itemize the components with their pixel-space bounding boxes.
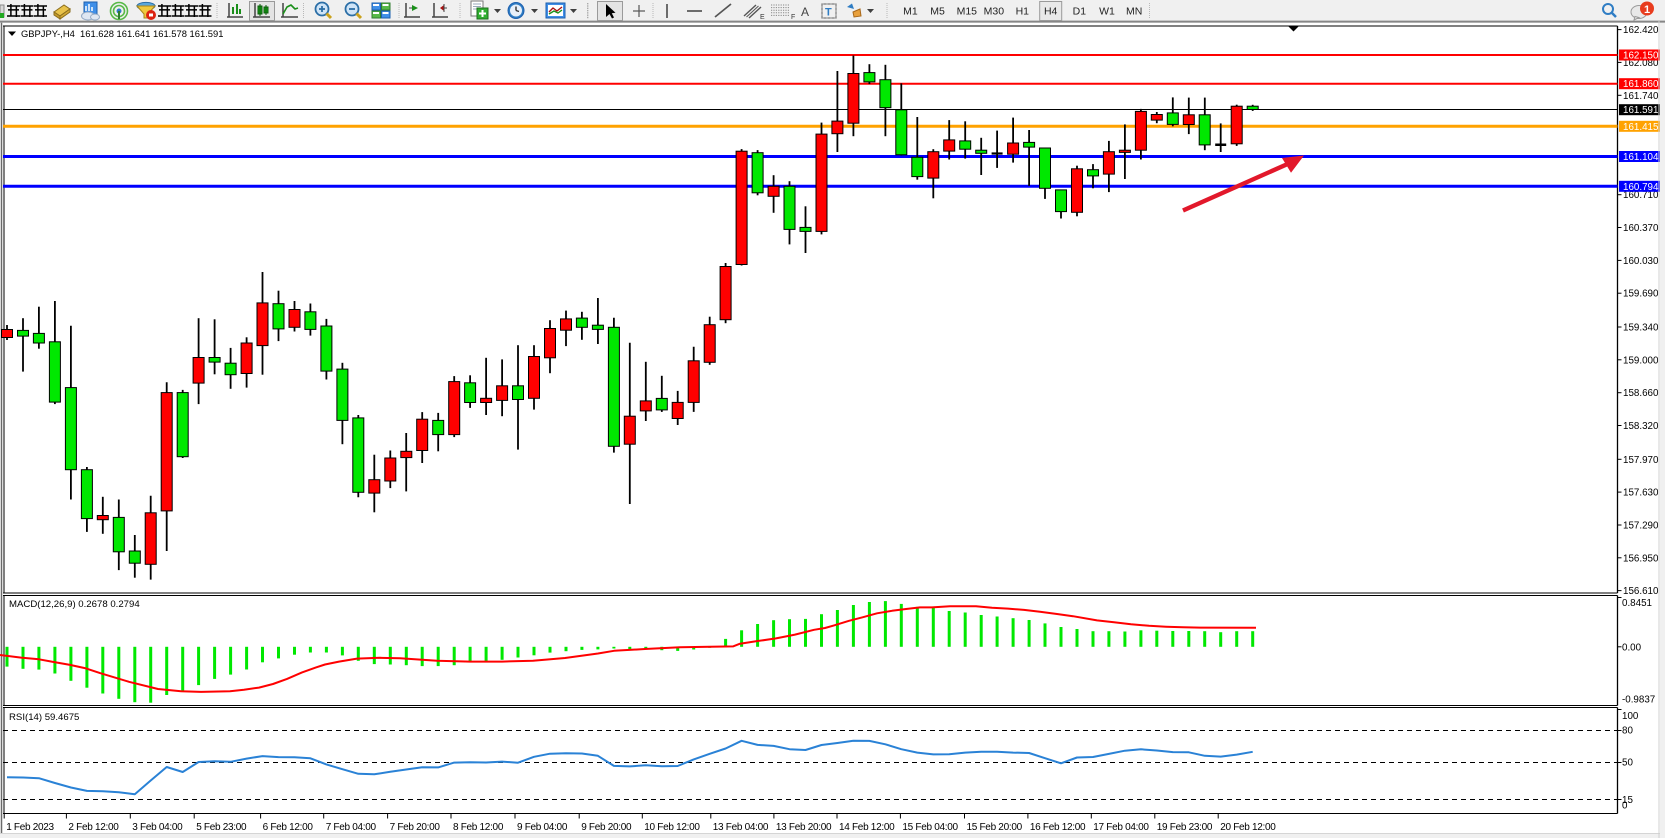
svg-text:160.030: 160.030 <box>1623 256 1659 267</box>
svg-text:158.660: 158.660 <box>1623 388 1659 399</box>
svg-text:13 Feb 20:00: 13 Feb 20:00 <box>776 822 832 833</box>
svg-text:3 Feb 04:00: 3 Feb 04:00 <box>132 822 183 833</box>
svg-text:E: E <box>760 14 765 21</box>
svg-text:2 Feb 12:00: 2 Feb 12:00 <box>68 822 119 833</box>
svg-text:1 Feb 2023: 1 Feb 2023 <box>6 822 54 833</box>
svg-text:GBPJPY-,H4 161.628 161.641 16: GBPJPY-,H4 161.628 161.641 161.578 161.5… <box>21 28 223 39</box>
svg-text:80: 80 <box>1622 726 1633 737</box>
svg-text:5 Feb 23:00: 5 Feb 23:00 <box>196 822 247 833</box>
svg-text:100: 100 <box>1622 711 1639 722</box>
svg-text:MN: MN <box>1126 6 1142 18</box>
svg-text:M5: M5 <box>930 6 945 18</box>
svg-text:7 Feb 04:00: 7 Feb 04:00 <box>326 822 377 833</box>
svg-text:A: A <box>801 5 809 19</box>
svg-text:156.950: 156.950 <box>1623 553 1659 564</box>
svg-text:156.610: 156.610 <box>1623 586 1659 597</box>
svg-text:157.290: 157.290 <box>1623 521 1659 532</box>
svg-text:0.8451: 0.8451 <box>1622 598 1652 609</box>
svg-text:10 Feb 12:00: 10 Feb 12:00 <box>644 822 700 833</box>
svg-text:H1: H1 <box>1016 6 1030 18</box>
svg-text:157.630: 157.630 <box>1623 488 1659 499</box>
svg-text:161.415: 161.415 <box>1623 122 1659 133</box>
svg-text:9 Feb 20:00: 9 Feb 20:00 <box>581 822 632 833</box>
svg-text:15 Feb 04:00: 15 Feb 04:00 <box>902 822 958 833</box>
svg-text:161.740: 161.740 <box>1623 91 1659 102</box>
svg-text:-0.9837: -0.9837 <box>1622 695 1655 706</box>
svg-text:17 Feb 04:00: 17 Feb 04:00 <box>1093 822 1149 833</box>
svg-text:157.970: 157.970 <box>1623 455 1659 466</box>
svg-text:MACD(12,26,9) 0.2678 0.2794: MACD(12,26,9) 0.2678 0.2794 <box>9 599 140 610</box>
svg-text:162.420: 162.420 <box>1623 25 1659 36</box>
svg-text:0: 0 <box>1622 800 1628 811</box>
svg-text:161.104: 161.104 <box>1623 152 1659 163</box>
svg-text:161.860: 161.860 <box>1623 79 1659 90</box>
svg-text:W1: W1 <box>1099 6 1115 18</box>
svg-text:M15: M15 <box>957 6 978 18</box>
svg-text:16 Feb 12:00: 16 Feb 12:00 <box>1030 822 1086 833</box>
svg-text:M1: M1 <box>903 6 918 18</box>
svg-text:D1: D1 <box>1073 6 1087 18</box>
svg-text:159.000: 159.000 <box>1623 355 1659 366</box>
svg-text:20 Feb 12:00: 20 Feb 12:00 <box>1220 822 1276 833</box>
svg-text:0.00: 0.00 <box>1622 643 1642 654</box>
svg-text:H4: H4 <box>1044 6 1058 18</box>
svg-text:8 Feb 12:00: 8 Feb 12:00 <box>453 822 504 833</box>
svg-text:159.340: 159.340 <box>1623 323 1659 334</box>
svg-text:162.150: 162.150 <box>1623 51 1659 62</box>
svg-text:160.710: 160.710 <box>1623 190 1659 201</box>
svg-text:15 Feb 20:00: 15 Feb 20:00 <box>967 822 1023 833</box>
svg-text:M30: M30 <box>984 6 1005 18</box>
svg-text:159.690: 159.690 <box>1623 289 1659 300</box>
svg-text:162.080: 162.080 <box>1623 58 1659 69</box>
svg-text:T: T <box>825 7 832 19</box>
svg-text:13 Feb 04:00: 13 Feb 04:00 <box>713 822 769 833</box>
svg-text:158.320: 158.320 <box>1623 421 1659 432</box>
svg-text:14 Feb 12:00: 14 Feb 12:00 <box>839 822 895 833</box>
svg-text:6 Feb 12:00: 6 Feb 12:00 <box>263 822 314 833</box>
svg-text:15: 15 <box>1622 795 1633 806</box>
svg-text:161.591: 161.591 <box>1623 105 1658 116</box>
svg-text:9 Feb 04:00: 9 Feb 04:00 <box>517 822 568 833</box>
svg-text:RSI(14) 59.4675: RSI(14) 59.4675 <box>9 712 79 723</box>
svg-text:160.794: 160.794 <box>1623 182 1659 193</box>
svg-text:19 Feb 23:00: 19 Feb 23:00 <box>1157 822 1213 833</box>
svg-text:50: 50 <box>1622 758 1633 769</box>
svg-text:1: 1 <box>1644 4 1650 16</box>
svg-text:F: F <box>791 14 795 21</box>
svg-text:160.370: 160.370 <box>1623 223 1659 234</box>
svg-text:7 Feb 20:00: 7 Feb 20:00 <box>390 822 441 833</box>
